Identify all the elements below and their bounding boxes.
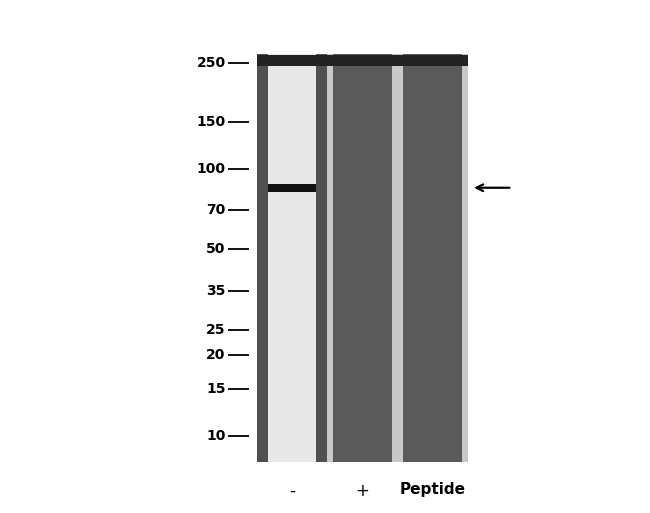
Bar bbox=[398, 54, 403, 462]
Bar bbox=[316, 54, 327, 462]
Text: 70: 70 bbox=[206, 203, 226, 218]
Bar bbox=[392, 54, 398, 462]
Text: -: - bbox=[289, 482, 295, 500]
Text: 10: 10 bbox=[206, 429, 226, 443]
Bar bbox=[268, 184, 316, 192]
Bar bbox=[257, 54, 268, 462]
Bar bbox=[462, 54, 468, 462]
Text: 15: 15 bbox=[206, 382, 226, 396]
Text: 50: 50 bbox=[206, 242, 226, 256]
Text: 100: 100 bbox=[196, 162, 226, 176]
Text: 25: 25 bbox=[206, 323, 226, 337]
Text: 35: 35 bbox=[206, 284, 226, 298]
Text: Peptide: Peptide bbox=[400, 482, 466, 497]
Text: 20: 20 bbox=[206, 348, 226, 363]
Text: 250: 250 bbox=[196, 56, 226, 70]
Bar bbox=[268, 54, 316, 462]
Bar bbox=[333, 54, 392, 462]
Text: +: + bbox=[356, 482, 369, 500]
Text: 150: 150 bbox=[196, 115, 226, 129]
Bar bbox=[257, 55, 468, 66]
Bar bbox=[327, 54, 333, 462]
Bar bbox=[403, 54, 462, 462]
